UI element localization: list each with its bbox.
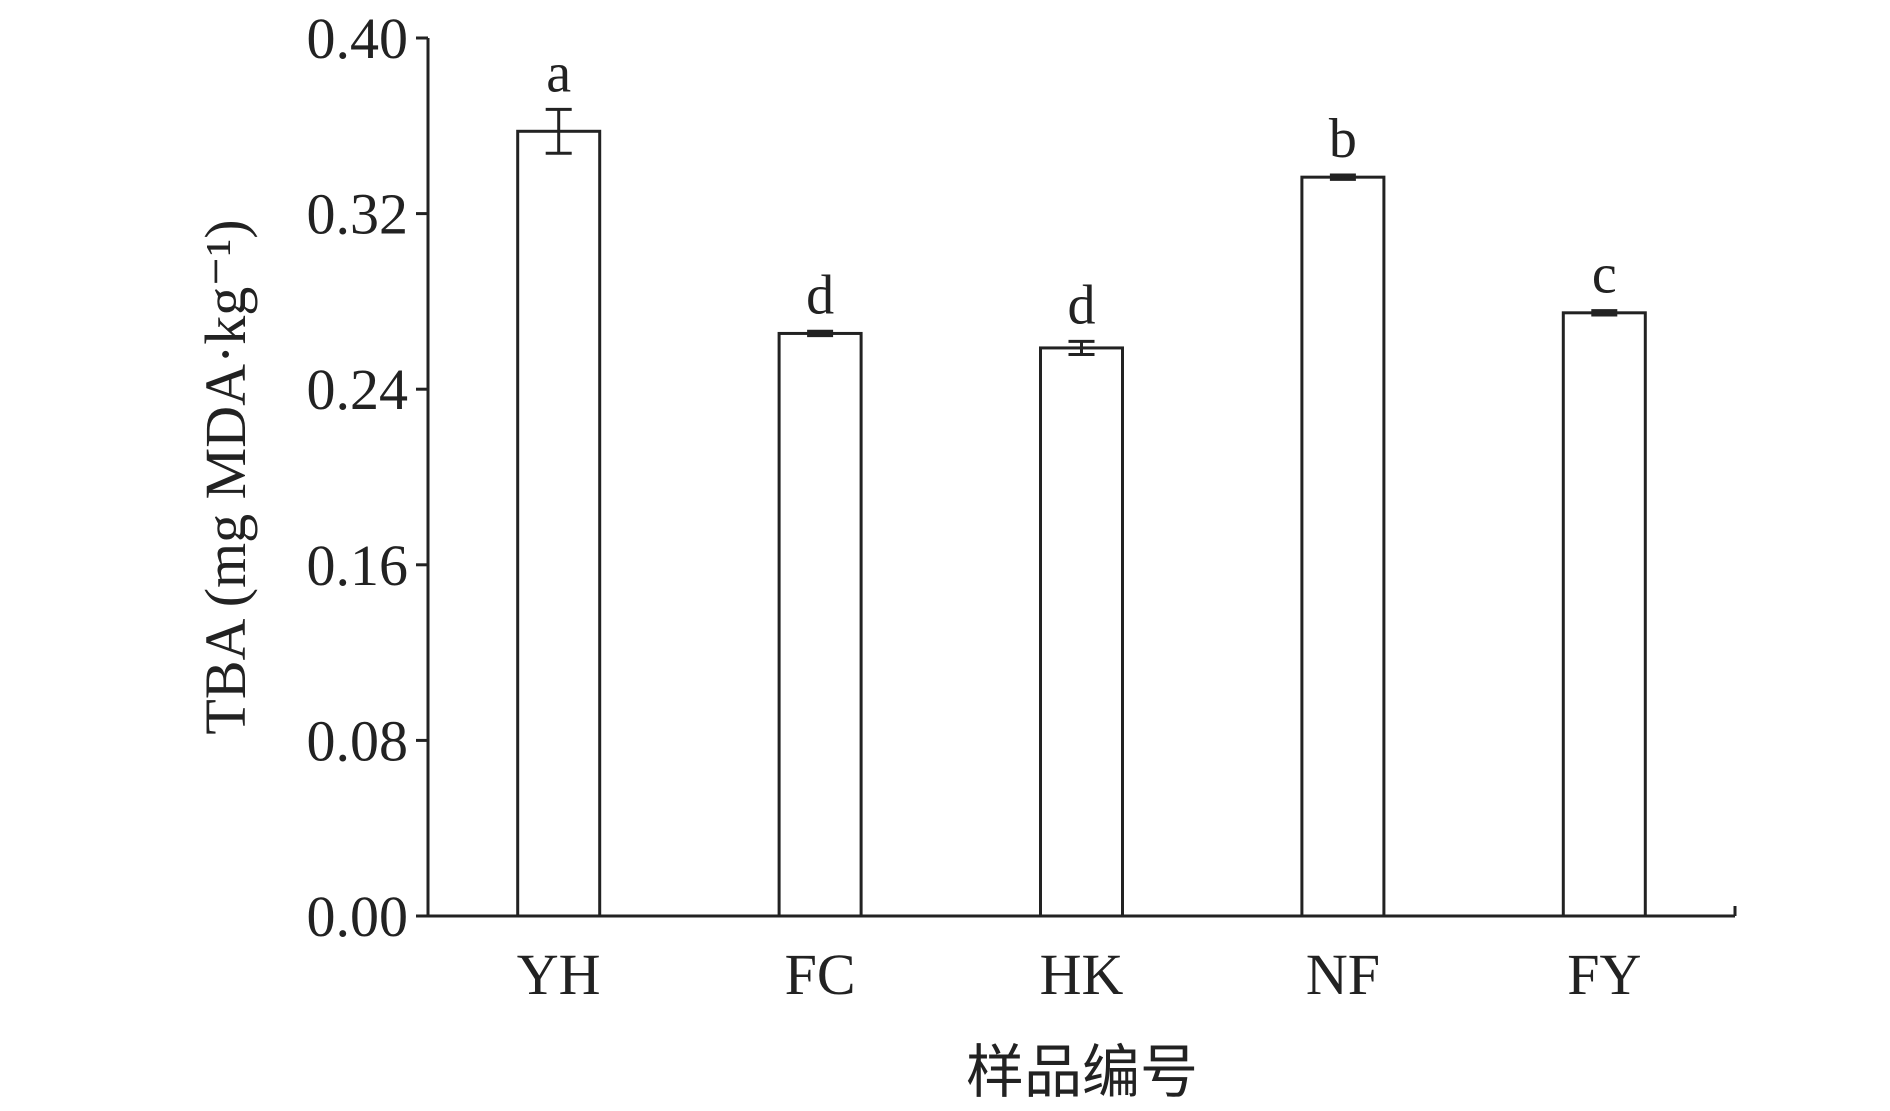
x-tick-label: YH (517, 942, 601, 1007)
y-tick-label: 0.24 (307, 357, 409, 422)
x-tick-label: FY (1567, 942, 1641, 1007)
x-tick-label: HK (1040, 942, 1124, 1007)
significance-letter: c (1592, 244, 1617, 306)
y-tick-label: 0.32 (307, 182, 409, 247)
y-tick-label: 0.40 (307, 6, 409, 71)
significance-letter: b (1329, 108, 1357, 170)
y-tick-label: 0.16 (307, 533, 409, 598)
bar (516, 129, 602, 918)
x-tick-label: FC (785, 942, 856, 1007)
bar (1039, 346, 1124, 918)
y-tick-label: 0.00 (307, 884, 409, 949)
significance-letter: d (1068, 274, 1096, 336)
significance-letter: a (546, 42, 571, 104)
bar (777, 331, 863, 918)
bar (1561, 311, 1647, 918)
significance-letter: d (806, 264, 834, 326)
y-tick-label: 0.08 (307, 708, 409, 773)
bar (1300, 175, 1386, 918)
x-tick-label: NF (1306, 942, 1380, 1007)
x-axis-label: 样品编号 (966, 1040, 1198, 1105)
y-axis-label: TBA (mg MDA·kg⁻¹) (193, 219, 258, 734)
